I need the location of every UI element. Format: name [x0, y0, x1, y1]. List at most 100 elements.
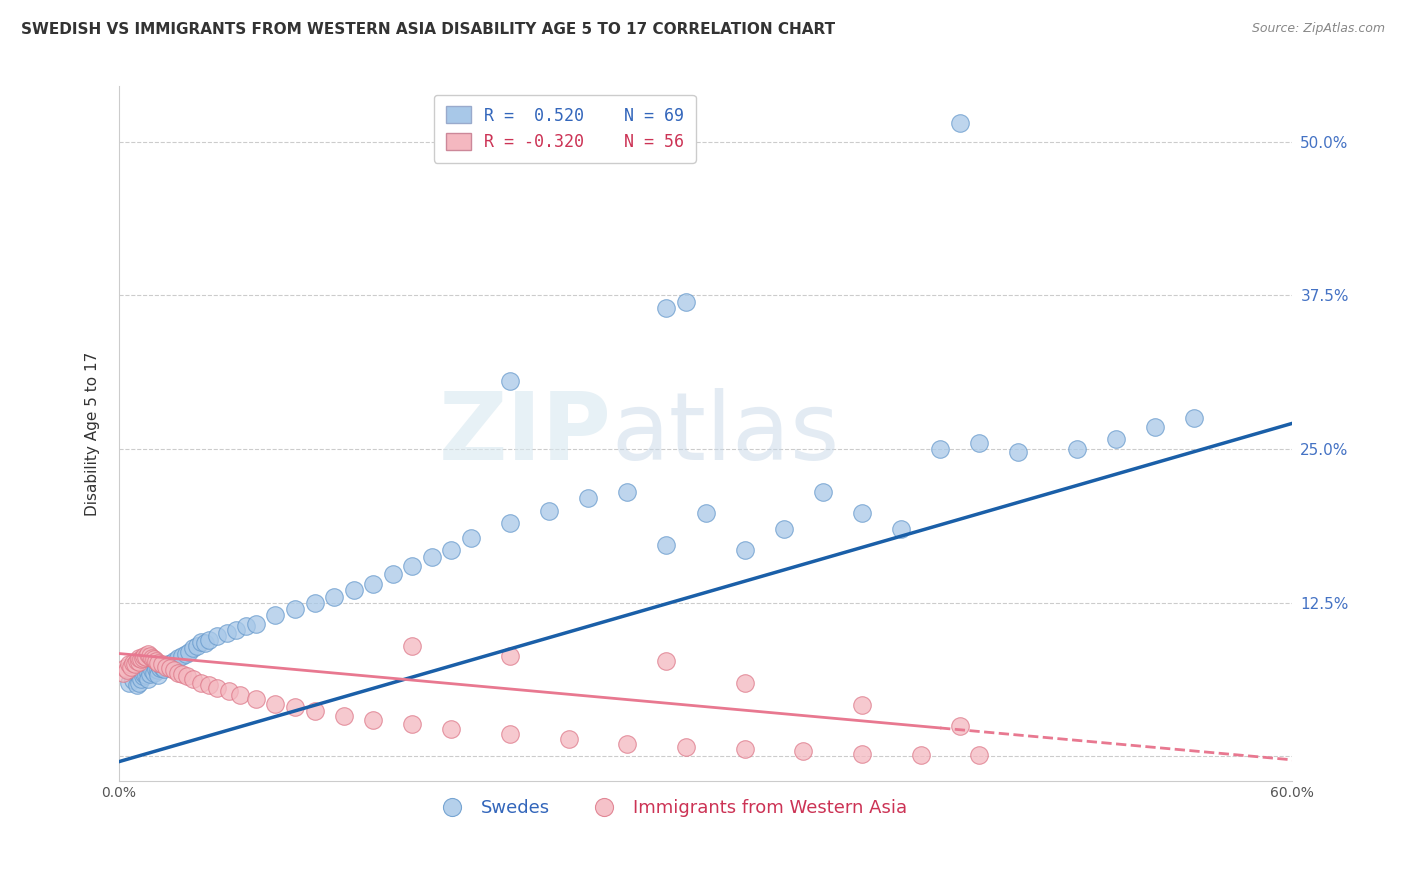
Point	[245, 616, 267, 631]
Point	[967, 436, 990, 450]
Point	[499, 727, 522, 741]
Point	[194, 636, 217, 650]
Point	[124, 657, 146, 672]
Point	[118, 675, 141, 690]
Point	[949, 116, 972, 130]
Point	[264, 697, 287, 711]
Point	[125, 678, 148, 692]
Point	[135, 668, 157, 682]
Point	[159, 658, 181, 673]
Point	[734, 742, 756, 756]
Point	[190, 675, 212, 690]
Point	[141, 664, 163, 678]
Point	[150, 659, 173, 673]
Point	[851, 747, 873, 761]
Point	[420, 550, 443, 565]
Point	[304, 596, 326, 610]
Point	[1007, 444, 1029, 458]
Point	[949, 719, 972, 733]
Point	[155, 659, 177, 673]
Point	[772, 522, 794, 536]
Point	[851, 506, 873, 520]
Point	[139, 648, 162, 663]
Point	[460, 531, 482, 545]
Point	[128, 669, 150, 683]
Point	[141, 651, 163, 665]
Point	[264, 607, 287, 622]
Point	[134, 648, 156, 663]
Point	[128, 651, 150, 665]
Point	[163, 653, 186, 667]
Point	[323, 590, 346, 604]
Text: atlas: atlas	[612, 388, 839, 480]
Point	[967, 748, 990, 763]
Point	[734, 675, 756, 690]
Point	[128, 675, 150, 690]
Text: Source: ZipAtlas.com: Source: ZipAtlas.com	[1251, 22, 1385, 36]
Point	[198, 678, 221, 692]
Point	[146, 656, 169, 670]
Point	[111, 665, 134, 680]
Point	[284, 602, 307, 616]
Point	[190, 635, 212, 649]
Point	[135, 649, 157, 664]
Point	[215, 626, 238, 640]
Point	[440, 542, 463, 557]
Point	[1144, 420, 1167, 434]
Point	[361, 577, 384, 591]
Point	[150, 657, 173, 672]
Point	[655, 301, 678, 315]
Point	[129, 672, 152, 686]
Point	[139, 667, 162, 681]
Point	[125, 653, 148, 667]
Point	[499, 648, 522, 663]
Point	[131, 651, 153, 665]
Point	[695, 506, 717, 520]
Point	[134, 667, 156, 681]
Point	[179, 645, 201, 659]
Point	[401, 717, 423, 731]
Point	[343, 583, 366, 598]
Point	[145, 662, 167, 676]
Point	[284, 700, 307, 714]
Point	[160, 656, 183, 670]
Point	[153, 662, 176, 676]
Y-axis label: Disability Age 5 to 17: Disability Age 5 to 17	[86, 351, 100, 516]
Point	[890, 522, 912, 536]
Point	[616, 485, 638, 500]
Point	[557, 732, 579, 747]
Text: ZIP: ZIP	[439, 388, 612, 480]
Point	[218, 684, 240, 698]
Point	[304, 704, 326, 718]
Point	[138, 672, 160, 686]
Point	[145, 653, 167, 667]
Point	[205, 681, 228, 695]
Point	[138, 665, 160, 680]
Point	[143, 652, 166, 666]
Point	[170, 667, 193, 681]
Point	[155, 658, 177, 673]
Point	[655, 538, 678, 552]
Point	[929, 442, 952, 456]
Point	[910, 748, 932, 763]
Text: SWEDISH VS IMMIGRANTS FROM WESTERN ASIA DISABILITY AGE 5 TO 17 CORRELATION CHART: SWEDISH VS IMMIGRANTS FROM WESTERN ASIA …	[21, 22, 835, 37]
Point	[675, 739, 697, 754]
Point	[166, 665, 188, 680]
Point	[131, 669, 153, 683]
Point	[128, 655, 150, 669]
Point	[734, 542, 756, 557]
Point	[163, 664, 186, 678]
Point	[115, 664, 138, 678]
Point	[401, 558, 423, 573]
Point	[120, 659, 142, 673]
Point	[166, 651, 188, 665]
Legend: Swedes, Immigrants from Western Asia: Swedes, Immigrants from Western Asia	[426, 791, 914, 824]
Point	[1105, 432, 1128, 446]
Point	[156, 657, 179, 672]
Point	[851, 698, 873, 712]
Point	[146, 664, 169, 678]
Point	[186, 639, 208, 653]
Point	[121, 673, 143, 688]
Point	[1066, 442, 1088, 456]
Point	[499, 516, 522, 530]
